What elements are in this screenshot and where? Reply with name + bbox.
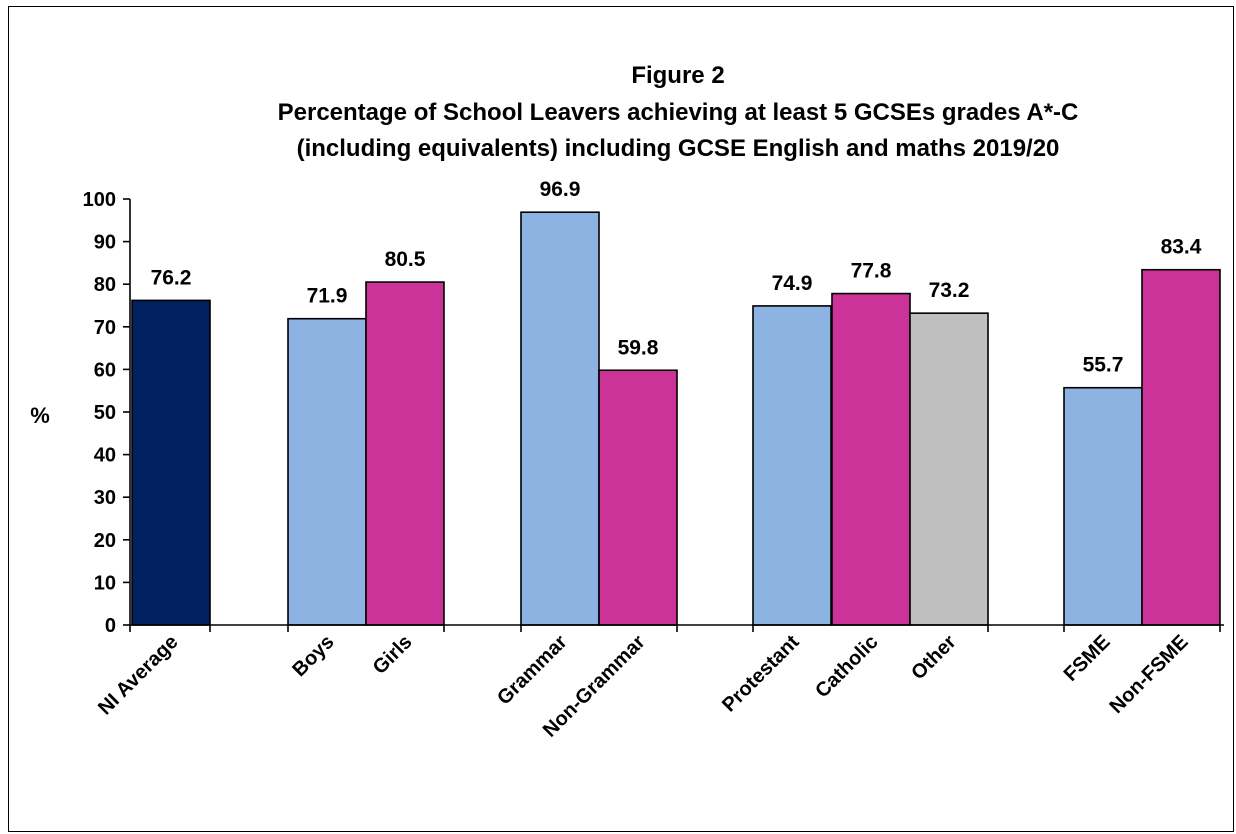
data-label: 74.9 — [772, 272, 813, 295]
y-tick-label: 0 — [105, 615, 116, 637]
title-line-1: Figure 2 — [631, 62, 724, 89]
bar-fsme — [1063, 386, 1143, 626]
data-label: 55.7 — [1083, 354, 1124, 377]
chart-title: Figure 2 Percentage of School Leavers ac… — [278, 62, 1079, 162]
category-label: Grammar — [493, 631, 572, 710]
data-label: 71.9 — [307, 285, 348, 308]
y-tick-label: 70 — [94, 317, 116, 339]
y-tick-label: 60 — [94, 359, 116, 381]
y-tick-label: 80 — [94, 274, 116, 296]
bar-non-grammar — [598, 369, 678, 626]
bar-girls — [365, 281, 445, 626]
title-line-2: Percentage of School Leavers achieving a… — [278, 99, 1079, 126]
y-tick-label: 10 — [94, 572, 116, 594]
data-label: 76.2 — [151, 266, 192, 289]
category-label: Non-FSME — [1105, 631, 1192, 718]
data-label: 59.8 — [618, 336, 659, 359]
category-label: Boys — [288, 631, 338, 681]
y-tick-label: 40 — [94, 445, 116, 467]
category-label: NI Average — [94, 631, 182, 719]
bar-other — [909, 312, 989, 626]
y-axis-label: % — [30, 403, 50, 428]
category-label: Girls — [369, 631, 417, 679]
category-label: Other — [907, 631, 960, 684]
y-tick-label: 100 — [83, 189, 116, 211]
bar-grammar — [520, 211, 600, 626]
data-label: 83.4 — [1161, 236, 1202, 259]
y-tick-label: 30 — [94, 487, 116, 509]
y-tick-label: 90 — [94, 232, 116, 254]
data-labels: 76.2 71.9 80.5 96.9 59.8 74.9 77.8 73.2 55.7 83.4 — [151, 178, 1202, 377]
bar-boys — [287, 317, 367, 626]
data-label: 96.9 — [540, 178, 581, 201]
y-tick-label: 50 — [94, 402, 116, 424]
category-label: FSME — [1060, 631, 1115, 686]
bar-catholic — [831, 292, 911, 626]
bar-non-fsme — [1141, 268, 1221, 626]
category-label: Protestant — [718, 631, 804, 717]
data-label: 80.5 — [385, 248, 426, 271]
bars — [131, 211, 1221, 626]
data-label: 77.8 — [851, 260, 892, 283]
bar-ni-average — [131, 299, 211, 626]
data-label: 73.2 — [929, 279, 970, 302]
bar-protestant — [752, 305, 832, 626]
category-label: Catholic — [811, 631, 882, 702]
axes: 0 10 20 30 40 50 60 70 80 90 100 — [83, 189, 1224, 637]
title-line-3: (including equivalents) including GCSE E… — [297, 135, 1060, 162]
y-tick-label: 20 — [94, 530, 116, 552]
